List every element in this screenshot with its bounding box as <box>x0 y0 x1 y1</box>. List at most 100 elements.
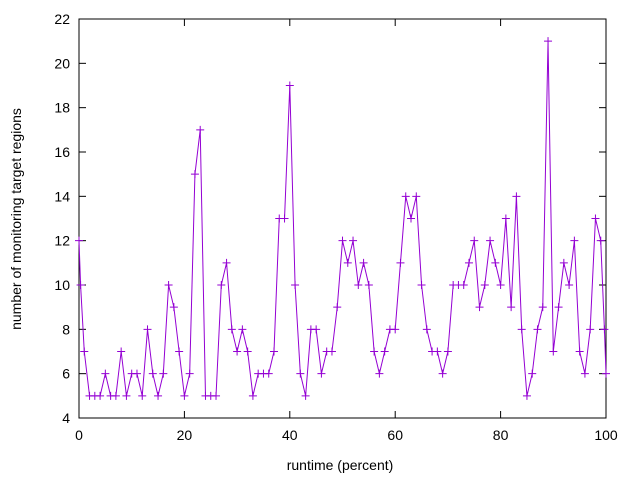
data-point <box>501 214 510 223</box>
data-point <box>470 236 479 245</box>
x-tick-label: 40 <box>282 427 298 443</box>
data-point <box>222 258 231 267</box>
data-point <box>296 369 305 378</box>
data-point <box>169 303 178 312</box>
data-point <box>269 347 278 356</box>
data-point <box>154 391 163 400</box>
y-tick-label: 16 <box>54 144 70 160</box>
x-axis-ticks: 0 20 40 60 80 100 <box>75 19 618 443</box>
y-tick-label: 4 <box>62 410 70 426</box>
plot-border <box>78 18 607 419</box>
data-point <box>96 391 105 400</box>
data-point <box>338 236 347 245</box>
data-point <box>364 281 373 289</box>
data-point <box>533 325 542 334</box>
data-point <box>375 369 384 378</box>
data-point <box>507 303 516 312</box>
data-point <box>264 369 273 378</box>
series-line <box>78 41 607 397</box>
data-point <box>190 170 199 179</box>
y-tick-label: 8 <box>62 321 70 337</box>
data-point <box>117 347 126 356</box>
data-point <box>580 369 589 378</box>
data-point <box>301 391 310 400</box>
data-point <box>233 347 242 356</box>
data-point <box>185 369 194 378</box>
data-point <box>491 258 500 267</box>
data-point <box>380 347 389 356</box>
data-point <box>354 281 363 289</box>
data-point <box>438 369 447 378</box>
data-point <box>412 192 421 201</box>
data-point <box>575 347 584 356</box>
data-point <box>317 369 326 378</box>
x-tick-label: 20 <box>177 427 193 443</box>
y-tick-label: 12 <box>54 233 70 249</box>
data-point <box>422 325 431 334</box>
x-tick-label: 80 <box>493 427 509 443</box>
data-point <box>175 347 184 356</box>
data-point <box>349 236 358 245</box>
y-tick-label: 20 <box>54 55 70 71</box>
data-point <box>464 258 473 267</box>
data-point <box>486 236 495 245</box>
y-tick-label: 6 <box>62 366 70 382</box>
y-axis-label: number of monitoring target regions <box>8 108 24 330</box>
x-tick-label: 100 <box>594 427 618 443</box>
series-layer <box>75 37 610 400</box>
data-point <box>512 192 521 201</box>
x-axis-label: runtime (percent) <box>287 457 394 473</box>
y-axis-ticks: 4 6 8 10 12 14 16 18 20 22 <box>54 11 606 426</box>
data-point <box>586 325 595 334</box>
data-point <box>138 391 147 400</box>
y-tick-label: 18 <box>54 100 70 116</box>
data-point <box>475 303 484 312</box>
data-point <box>227 325 236 334</box>
y-tick-label: 14 <box>54 188 70 204</box>
data-point <box>391 325 400 334</box>
data-point <box>443 347 452 356</box>
data-point <box>359 258 368 267</box>
data-point <box>559 258 568 267</box>
data-point <box>538 303 547 312</box>
data-point <box>554 303 563 312</box>
data-point <box>75 236 83 245</box>
data-point <box>122 391 131 400</box>
data-point <box>570 236 579 245</box>
y-tick-label: 10 <box>54 277 70 293</box>
data-point <box>159 369 168 378</box>
data-point <box>370 347 379 356</box>
data-point <box>528 369 537 378</box>
data-point <box>401 192 410 201</box>
data-point <box>417 281 426 289</box>
data-point <box>180 391 189 400</box>
data-point <box>148 369 157 378</box>
x-tick-label: 0 <box>75 427 83 443</box>
data-point <box>544 37 553 46</box>
data-point <box>101 369 110 378</box>
data-point <box>602 369 610 378</box>
data-point <box>407 214 416 223</box>
y-tick-label: 22 <box>54 11 70 27</box>
data-point <box>238 325 247 334</box>
data-point <box>343 258 352 267</box>
data-point <box>164 281 173 289</box>
data-point <box>549 347 558 356</box>
data-point <box>217 281 226 289</box>
data-point <box>80 347 89 356</box>
data-point <box>459 281 468 289</box>
data-point <box>522 391 531 400</box>
x-tick-label: 60 <box>387 427 403 443</box>
data-point <box>591 214 600 223</box>
data-point <box>212 391 221 400</box>
data-point <box>76 281 85 289</box>
data-point <box>111 391 120 400</box>
data-point <box>517 325 526 334</box>
data-point <box>280 214 289 223</box>
data-point <box>196 125 205 134</box>
data-point <box>600 325 609 334</box>
data-point <box>496 281 505 289</box>
data-point <box>132 369 141 378</box>
